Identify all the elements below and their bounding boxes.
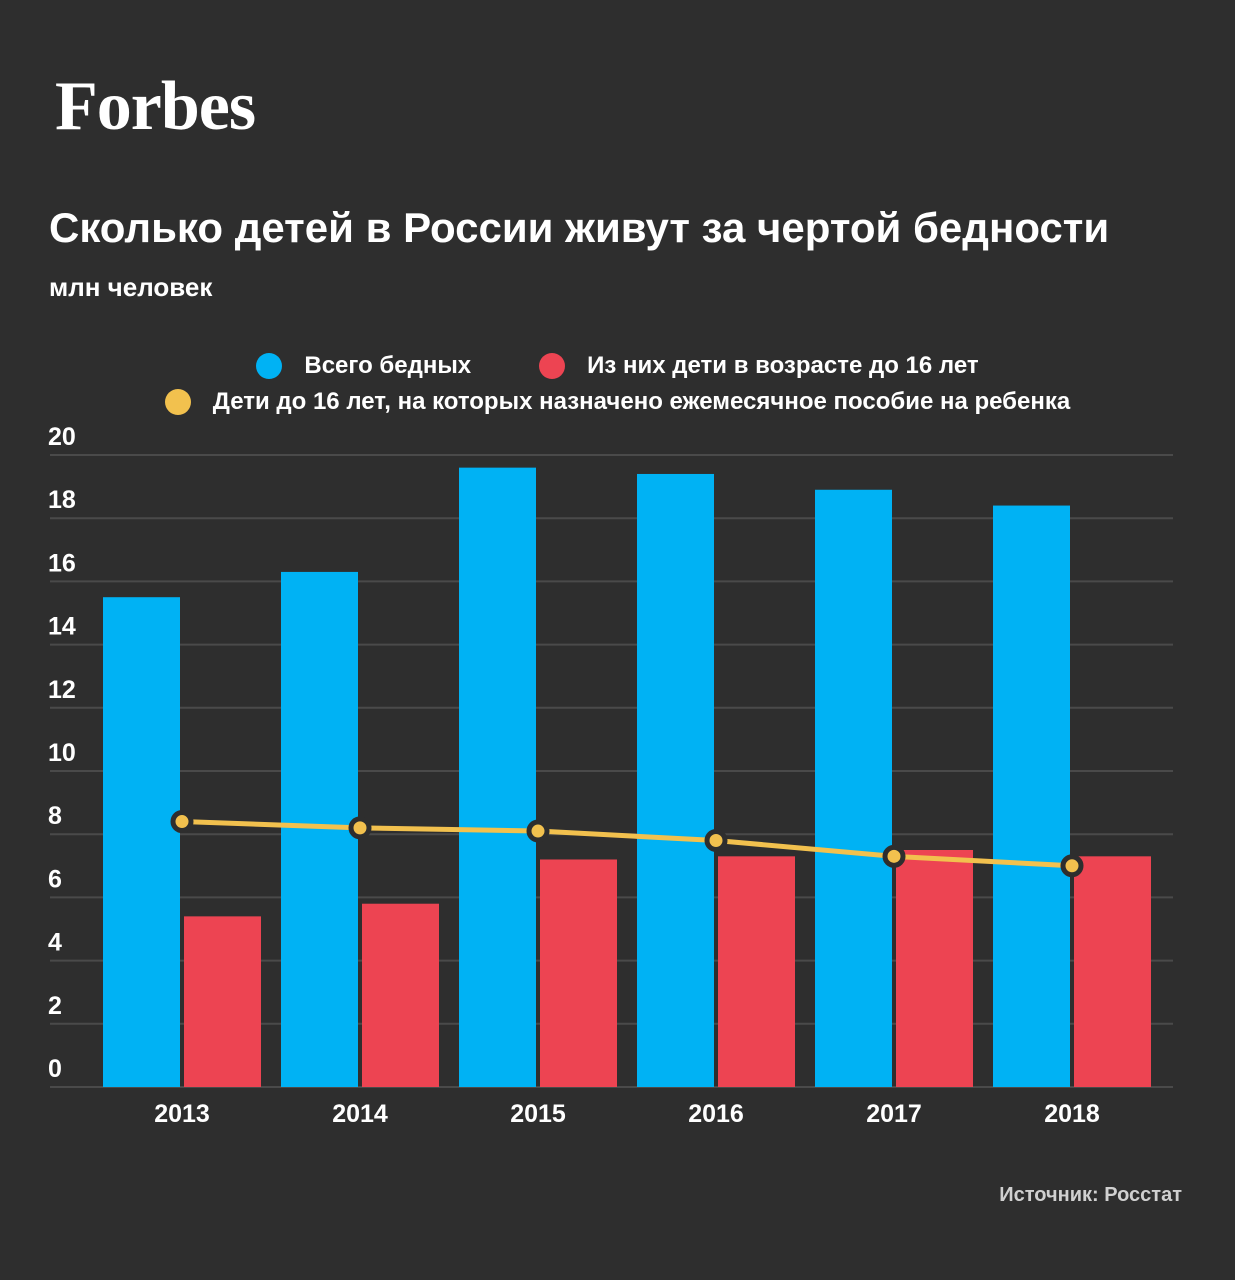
children-benefit-dot-2017 xyxy=(882,844,906,868)
y-axis-label-12: 12 xyxy=(48,676,76,704)
children-poor-bar-2015 xyxy=(540,859,617,1087)
y-axis-label-2: 2 xyxy=(48,992,62,1020)
total-poor-bar-2017 xyxy=(815,489,892,1087)
y-axis-label-14: 14 xyxy=(48,613,76,641)
children-poor-bar-2014 xyxy=(362,903,439,1087)
y-axis-label-4: 4 xyxy=(48,929,62,957)
children-benefit-dot-2015 xyxy=(526,819,550,843)
y-axis-label-16: 16 xyxy=(48,549,76,577)
x-axis-label-2015: 2015 xyxy=(510,1100,566,1128)
legend-row-1: Всего бедных Из них дети в возрасте до 1… xyxy=(256,352,979,380)
children-poor-bar-2013 xyxy=(184,916,261,1087)
x-axis-label-2017: 2017 xyxy=(866,1100,922,1128)
legend-marker-children-benefit-icon xyxy=(164,389,191,415)
forbes-logo: Forbes xyxy=(55,68,256,145)
children-benefit-dot-2013 xyxy=(170,810,194,834)
legend: Всего бедных Из них дети в возрасте до 1… xyxy=(0,352,1235,416)
children-benefit-dot-2014 xyxy=(348,816,372,840)
children-poor-bar-2017 xyxy=(896,850,973,1087)
legend-marker-total-poor-icon xyxy=(256,353,283,379)
legend-label-children-poor: Из них дети в возрасте до 16 лет xyxy=(587,352,979,379)
legend-label-children-benefit: Дети до 16 лет, на которых назначено еже… xyxy=(212,388,1071,415)
x-axis-label-2013: 2013 xyxy=(154,1100,210,1128)
children-poor-bar-2016 xyxy=(718,856,795,1087)
y-axis-label-6: 6 xyxy=(48,865,62,893)
children-benefit-line xyxy=(181,819,1073,869)
total-poor-bar-2018 xyxy=(993,505,1070,1087)
y-axis-label-18: 18 xyxy=(48,486,76,514)
x-axis-label-2018: 2018 xyxy=(1044,1100,1100,1128)
legend-marker-children-poor-icon xyxy=(539,353,566,379)
y-axis-label-0: 0 xyxy=(48,1055,62,1083)
chart-title: Сколько детей в России живут за чертой б… xyxy=(49,204,1110,251)
total-poor-bar-2013 xyxy=(103,597,180,1087)
y-axis-label-20: 20 xyxy=(48,423,76,451)
chart-units-subtitle: млн человек xyxy=(49,272,213,302)
source-credit: Источник: Росстат xyxy=(999,1184,1182,1206)
total-poor-bar-2015 xyxy=(459,467,536,1087)
x-axis-label-2014: 2014 xyxy=(332,1100,388,1128)
total-poor-bar-2016 xyxy=(637,473,714,1088)
y-axis-label-10: 10 xyxy=(48,739,76,767)
children-benefit-dot-2018 xyxy=(1060,854,1084,878)
children-benefit-dot-2016 xyxy=(704,829,728,853)
children-poor-bar-2018 xyxy=(1074,856,1151,1087)
y-axis-label-8: 8 xyxy=(48,802,62,830)
legend-row-2: Дети до 16 лет, на которых назначено еже… xyxy=(164,388,1071,416)
x-axis-label-2016: 2016 xyxy=(688,1100,744,1128)
legend-label-total-poor: Всего бедных xyxy=(304,352,472,379)
